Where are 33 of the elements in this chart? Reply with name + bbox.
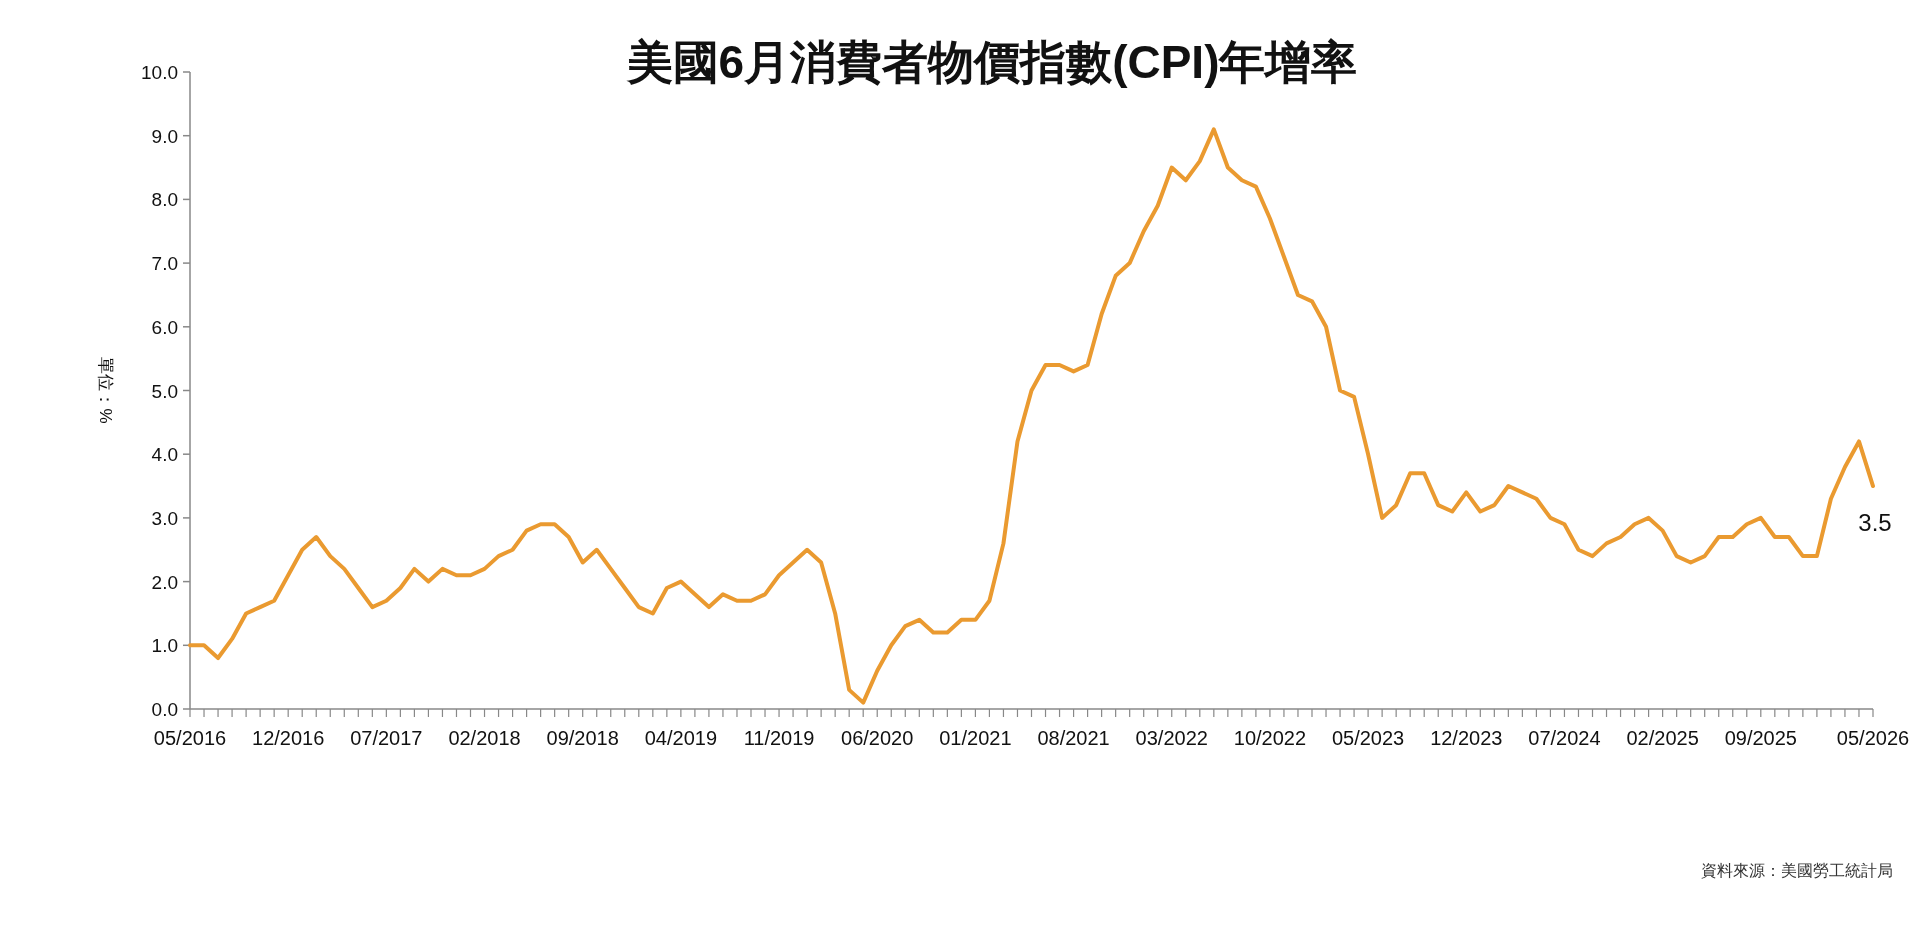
y-tick-label: 3.0 (151, 507, 178, 529)
data-label: 3.5 (1858, 509, 1892, 537)
x-tick-label: 07/2024 (1528, 727, 1601, 749)
y-tick-label: 9.0 (151, 125, 178, 147)
x-tick-label: 12/2023 (1430, 727, 1503, 749)
y-tick-label: 6.0 (151, 316, 178, 338)
x-tick-label: 02/2025 (1626, 727, 1699, 749)
x-tick-label: 10/2022 (1233, 727, 1307, 749)
x-tick-label: 01/2021 (939, 727, 1012, 749)
y-tick-label: 2.0 (151, 571, 178, 593)
y-tick-label: 5.0 (151, 380, 178, 402)
x-tick-label: 06/2020 (841, 727, 914, 749)
y-axis-title: 單位：% (96, 357, 115, 424)
x-tick-label: 05/2016 (153, 727, 227, 749)
x-tick-label: 05/2026 (1836, 727, 1910, 749)
x-tick-label: 04/2019 (644, 727, 718, 749)
x-tick-label: 05/2023 (1331, 727, 1405, 749)
y-tick-label: 7.0 (151, 253, 178, 275)
x-tick-label: 02/2018 (448, 727, 521, 749)
y-tick-label: 8.0 (151, 189, 178, 211)
x-tick-label: 09/2018 (546, 727, 619, 749)
y-tick-label: 4.0 (151, 444, 178, 466)
y-tick-label: 10.0 (141, 62, 178, 83)
x-tick-label: 03/2022 (1135, 727, 1208, 749)
x-tick-label: 11/2019 (743, 727, 815, 749)
x-tick-label: 08/2021 (1037, 727, 1110, 749)
y-tick-label: 1.0 (151, 635, 178, 657)
source-note: 資料來源：美國勞工統計局 (1701, 862, 1893, 879)
x-tick-label: 07/2017 (350, 727, 423, 749)
chart-title: 美國6月消費者物價指數(CPI)年增率 (625, 36, 1358, 88)
x-tick-label: 09/2025 (1724, 727, 1797, 749)
y-tick-label: 0.0 (151, 699, 178, 720)
x-tick-label: 12/2016 (252, 727, 325, 749)
